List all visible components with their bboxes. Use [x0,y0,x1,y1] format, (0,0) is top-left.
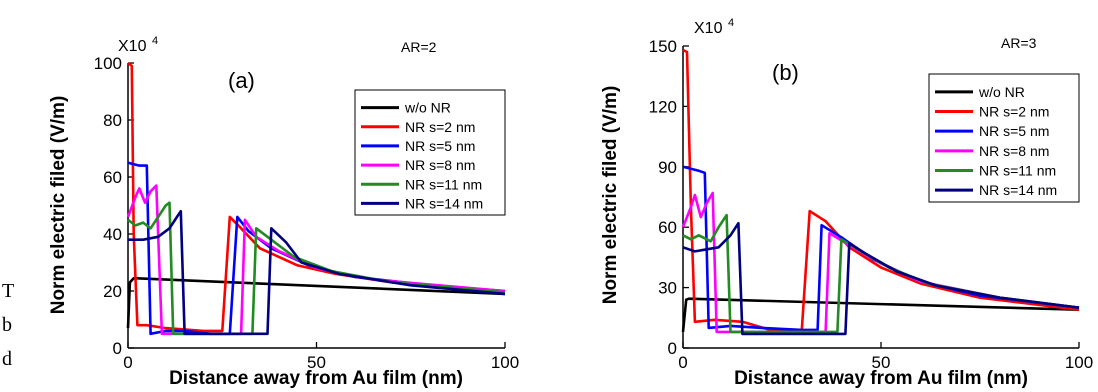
x-tick-label: 50 [872,353,891,372]
edge-text-3: d [2,348,12,370]
legend-label-3: NR s=5 nm [979,123,1049,139]
legend-label-5: NR s=11 nm [979,163,1056,179]
y-tick-label: 80 [103,111,122,130]
legend-label-1: w/o NR [404,100,451,116]
y-tick-label: 0 [113,339,122,358]
y-tick-label: 0 [668,339,677,358]
y-tick-label: 100 [94,54,122,73]
panel-label: (a) [228,68,255,93]
legend-label-3: NR s=5 nm [405,138,475,154]
y-axis-title: Norm electric filed (V/m) [48,96,69,315]
x-axis-title: Distance away from Au film (nm) [734,368,1028,389]
aspect-ratio-annotation: AR=2 [401,39,437,55]
legend-label-6: NR s=14 nm [405,195,483,211]
axis-multiplier: X10 [694,20,723,37]
aspect-ratio-annotation: AR=3 [1001,35,1037,51]
y-tick-label: 150 [649,37,677,56]
axis-multiplier: X10 [118,38,147,55]
y-tick-label: 60 [103,168,122,187]
legend: w/o NR NR s=2 nm NR s=5 nm NR s=8 nm NR s=11… [354,89,506,216]
y-tick-label: 30 [658,279,677,298]
x-tick-label: 50 [307,353,326,372]
legend-label-6: NR s=14 nm [979,182,1057,198]
axis-multiplier-exponent: 4 [152,35,158,47]
y-axis-title: Norm electric filed (V/m) [600,86,621,305]
legend-label-4: NR s=8 nm [979,143,1049,159]
y-tick-label: 120 [649,97,677,116]
axis-multiplier-exponent: 4 [728,17,734,29]
x-tick-label: 100 [491,353,519,372]
y-tick-label: 40 [103,225,122,244]
legend-label-1: w/o NR [978,84,1025,100]
legend-label-4: NR s=8 nm [405,157,475,173]
legend-label-2: NR s=2 nm [979,104,1049,120]
y-tick-label: 20 [103,282,122,301]
x-axis-title: Distance away from Au film (nm) [169,368,463,389]
x-tick-label: 100 [1065,353,1093,372]
legend-label-2: NR s=2 nm [405,119,475,135]
edge-text-1: T [2,280,15,302]
series-line-1 [126,276,506,329]
legend-label-5: NR s=11 nm [405,176,482,192]
y-tick-label: 90 [658,158,677,177]
legend-box [354,89,506,216]
legend: w/o NR NR s=2 nm NR s=5 nm NR s=8 nm NR s=11… [928,73,1080,203]
x-tick-label: 0 [123,353,132,372]
series-line-2 [127,61,506,333]
legend-box [928,73,1080,203]
series-line-6 [682,221,1080,336]
y-tick-label: 60 [658,218,677,237]
series-line-6 [128,209,506,336]
chart-panel-2: 0 30 60 90 120 150 0 50 100 X10 4 (b) AR=3 Distance a… [600,17,1093,389]
x-tick-label: 0 [678,353,687,372]
edge-text-2: b [2,314,12,336]
panel-label: (b) [772,60,799,85]
series-line-1 [681,297,1080,333]
